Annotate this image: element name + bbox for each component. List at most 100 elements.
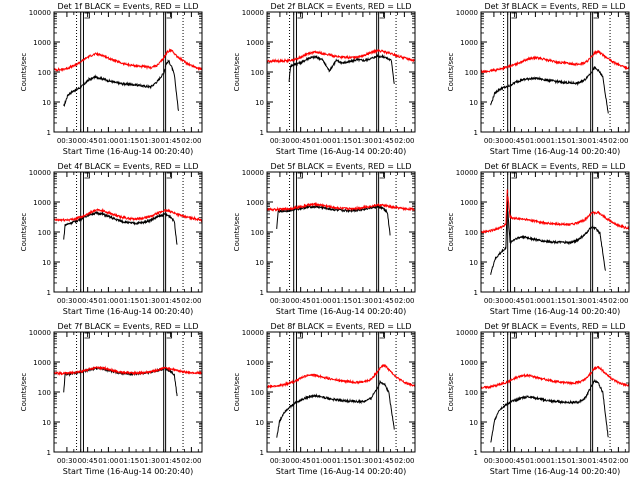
plot-frame xyxy=(53,171,203,293)
x-tick-label: 01:00 xyxy=(98,297,118,305)
x-tick-label: 01:00 xyxy=(311,297,331,305)
y-axis-label: Counts/sec xyxy=(20,53,28,92)
panel-title: Det 3f BLACK = Events, RED = LLD xyxy=(484,2,625,11)
x-tick-label: 00:30 xyxy=(57,137,77,145)
x-tick-label: 00:30 xyxy=(270,457,290,465)
marker-flag xyxy=(84,12,90,19)
y-tick-label: 1 xyxy=(474,129,478,137)
x-axis-label: Start Time (16-Aug-14 00:20:40) xyxy=(63,467,194,476)
y-tick-label: 10 xyxy=(469,99,478,107)
detector-panel: Det 8f BLACK = Events, RED = LLD Start Ti… xyxy=(233,322,416,476)
x-tick-label: 01:00 xyxy=(311,457,331,465)
x-tick-label: 00:45 xyxy=(291,137,311,145)
y-tick-label: 10000 xyxy=(242,169,264,177)
y-tick-label: 100 xyxy=(251,69,264,77)
x-tick-label: 01:15 xyxy=(546,457,566,465)
y-tick-label: 1000 xyxy=(246,359,264,367)
x-tick-label: 00:45 xyxy=(505,137,525,145)
marker-flag xyxy=(166,12,173,19)
detector-panel: Det 1f BLACK = Events, RED = LLD Start Ti… xyxy=(20,2,203,156)
y-tick-label: 10 xyxy=(42,259,51,267)
x-tick-label: 01:45 xyxy=(588,457,608,465)
x-tick-label: 01:30 xyxy=(567,457,587,465)
x-tick-label: 02:00 xyxy=(608,457,628,465)
x-tick-label: 01:45 xyxy=(588,137,608,145)
x-axis-label: Start Time (16-Aug-14 00:20:40) xyxy=(276,467,407,476)
x-tick-label: 01:15 xyxy=(332,297,352,305)
x-tick-label: 00:30 xyxy=(484,457,504,465)
events-series-line xyxy=(288,53,395,84)
y-tick-label: 1000 xyxy=(246,199,264,207)
x-tick-label: 00:45 xyxy=(291,297,311,305)
y-tick-label: 1000 xyxy=(246,39,264,47)
y-tick-label: 100 xyxy=(465,389,478,397)
marker-flag xyxy=(379,12,386,19)
events-series-line xyxy=(276,203,391,236)
x-tick-label: 02:00 xyxy=(394,297,414,305)
y-axis-label: Counts/sec xyxy=(447,373,455,412)
y-tick-label: 1000 xyxy=(460,359,478,367)
panel-title: Det 7f BLACK = Events, RED = LLD xyxy=(57,322,198,331)
y-axis-label: Counts/sec xyxy=(233,213,241,252)
y-tick-label: 100 xyxy=(38,389,51,397)
marker-flag xyxy=(297,12,303,19)
x-tick-label: 01:30 xyxy=(567,137,587,145)
x-axis-label: Start Time (16-Aug-14 00:20:40) xyxy=(490,147,621,156)
x-tick-label: 01:45 xyxy=(374,297,394,305)
y-tick-label: 1000 xyxy=(460,199,478,207)
marker-flag xyxy=(379,172,386,179)
plot-frame xyxy=(480,171,630,293)
x-tick-label: 00:30 xyxy=(270,137,290,145)
y-tick-label: 10000 xyxy=(456,169,478,177)
panel-title: Det 2f BLACK = Events, RED = LLD xyxy=(270,2,411,11)
x-tick-label: 01:15 xyxy=(546,137,566,145)
y-tick-label: 100 xyxy=(38,229,51,237)
plot-frame xyxy=(480,11,630,133)
y-tick-label: 10000 xyxy=(29,169,51,177)
x-tick-label: 01:15 xyxy=(119,297,139,305)
y-tick-label: 10000 xyxy=(29,9,51,17)
events-series-line xyxy=(63,59,179,111)
x-tick-label: 00:45 xyxy=(78,457,98,465)
y-tick-label: 10 xyxy=(469,259,478,267)
x-tick-label: 02:00 xyxy=(181,297,201,305)
marker-flag xyxy=(593,12,600,19)
panel-title: Det 8f BLACK = Events, RED = LLD xyxy=(270,322,411,331)
marker-flag xyxy=(84,332,90,339)
marker-flag xyxy=(297,332,303,339)
x-tick-label: 01:30 xyxy=(140,137,160,145)
panel-title: Det 4f BLACK = Events, RED = LLD xyxy=(57,162,198,171)
marker-flag xyxy=(379,332,386,339)
marker-flag xyxy=(297,172,303,179)
x-tick-label: 01:45 xyxy=(374,457,394,465)
panel-title: Det 5f BLACK = Events, RED = LLD xyxy=(270,162,411,171)
x-axis-label: Start Time (16-Aug-14 00:20:40) xyxy=(276,147,407,156)
y-tick-label: 100 xyxy=(38,69,51,77)
y-axis-label: Counts/sec xyxy=(20,373,28,412)
y-axis-label: Counts/sec xyxy=(447,53,455,92)
detector-panel: Det 4f BLACK = Events, RED = LLD Start Ti… xyxy=(20,162,203,316)
detector-panel: Det 5f BLACK = Events, RED = LLD Start Ti… xyxy=(233,162,416,316)
y-tick-label: 100 xyxy=(465,69,478,77)
lld-series-line xyxy=(267,364,415,389)
x-tick-label: 00:30 xyxy=(57,457,77,465)
x-tick-label: 01:00 xyxy=(311,137,331,145)
y-tick-label: 10 xyxy=(42,99,51,107)
lld-series-line xyxy=(481,365,629,390)
x-tick-label: 02:00 xyxy=(394,457,414,465)
x-tick-label: 02:00 xyxy=(608,297,628,305)
x-tick-label: 01:30 xyxy=(140,297,160,305)
y-tick-label: 10000 xyxy=(456,329,478,337)
x-tick-label: 01:45 xyxy=(374,137,394,145)
plot-frame xyxy=(266,331,416,453)
y-tick-label: 10000 xyxy=(242,9,264,17)
x-tick-label: 00:45 xyxy=(78,137,98,145)
x-axis-label: Start Time (16-Aug-14 00:20:40) xyxy=(63,307,194,316)
lld-series-line xyxy=(54,47,202,73)
y-tick-label: 10000 xyxy=(242,329,264,337)
x-tick-label: 01:45 xyxy=(161,297,181,305)
x-tick-label: 01:15 xyxy=(119,137,139,145)
x-tick-label: 01:15 xyxy=(332,457,352,465)
x-tick-label: 02:00 xyxy=(181,137,201,145)
